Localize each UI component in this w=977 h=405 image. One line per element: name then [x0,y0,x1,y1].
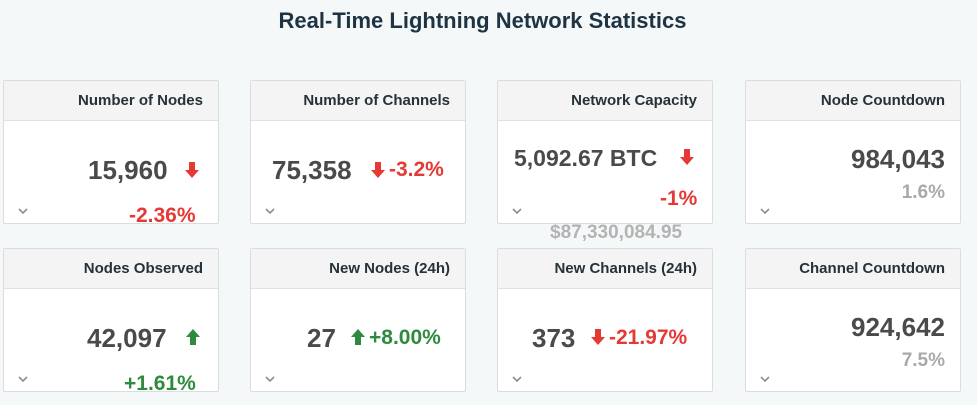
card-label: Number of Nodes [4,81,218,121]
card-label: Channel Countdown [746,249,960,289]
chevron-down-icon[interactable] [759,205,771,217]
capacity-usd-value: $87,330,084.95 [550,222,683,243]
card-change: +1.61% [124,372,196,395]
chevron-down-icon[interactable] [17,205,29,217]
card-new-channels-24h: New Channels (24h) 373 -21.97% [497,248,713,392]
card-change: 7.5% [901,350,945,371]
card-label: New Nodes (24h) [251,249,465,289]
card-change: 1.6% [901,182,945,203]
card-node-countdown: Node Countdown 984,043 1.6% [745,80,961,224]
card-value: 5,092.67 BTC [514,145,658,171]
card-number-of-nodes: Number of Nodes 15,960 -2.36% [3,80,219,227]
chevron-down-icon[interactable] [759,373,771,385]
card-value: 984,043 [851,144,945,174]
chevron-down-icon[interactable] [264,205,276,217]
chevron-down-icon[interactable] [511,373,523,385]
card-label: Node Countdown [746,81,960,121]
card-value: 373 [532,323,576,353]
card-label: Network Capacity [498,81,712,121]
card-value: 27 [307,323,336,353]
chevron-down-icon[interactable] [17,373,29,385]
chevron-down-icon[interactable] [511,205,523,217]
card-change: +8.00% [369,326,441,349]
chevron-down-icon[interactable] [264,373,276,385]
card-value: 15,960 [88,155,168,185]
card-change: -2.36% [129,204,196,227]
arrow-down-icon [591,329,605,345]
card-new-nodes-24h: New Nodes (24h) 27 +8.00% [250,248,466,392]
card-nodes-observed: Nodes Observed 42,097 +1.61% [3,248,219,395]
card-value: 42,097 [87,323,167,353]
arrow-up-icon [186,329,200,345]
card-label: Nodes Observed [4,249,218,289]
card-label: New Channels (24h) [498,249,712,289]
page-title: Real-Time Lightning Network Statistics [278,8,687,33]
card-change: -21.97% [609,326,688,349]
card-network-capacity: Network Capacity 5,092.67 BTC -1% [497,80,713,224]
card-change: -3.2% [389,158,444,181]
card-channel-countdown: Channel Countdown 924,642 7.5% [745,248,961,392]
arrow-down-icon [185,162,199,178]
card-number-of-channels: Number of Channels 75,358 -3.2% [250,80,466,224]
arrow-down-icon [371,162,385,178]
card-change: -1% [660,187,698,210]
arrow-up-icon [351,329,365,345]
card-value: 924,642 [851,312,945,342]
arrow-down-icon [680,149,694,165]
card-label: Number of Channels [251,81,465,121]
card-value: 75,358 [272,155,352,185]
